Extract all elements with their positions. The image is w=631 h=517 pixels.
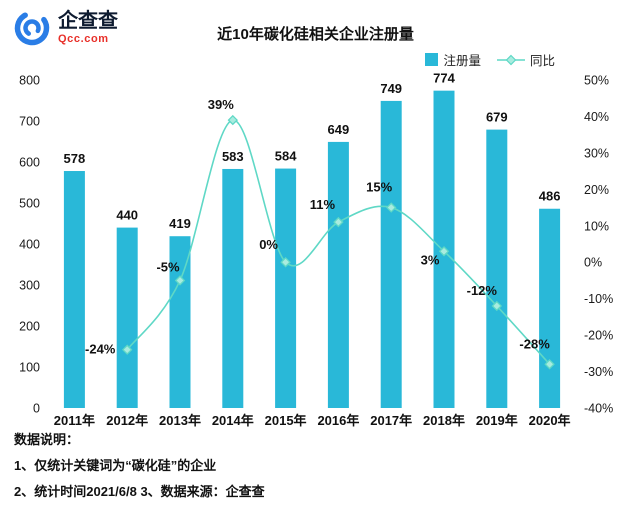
qcc-logo-icon — [14, 10, 50, 46]
brand-domain: Qcc.com — [58, 32, 109, 45]
svg-text:0: 0 — [33, 402, 40, 416]
svg-text:2015年: 2015年 — [265, 413, 307, 428]
brand-text: 企查查 Qcc.com — [58, 9, 118, 46]
svg-text:15%: 15% — [366, 180, 392, 195]
svg-text:500: 500 — [19, 197, 40, 211]
brand-name: 企查查 — [58, 9, 118, 32]
svg-text:2020年: 2020年 — [529, 413, 571, 428]
svg-text:-24%: -24% — [85, 342, 116, 357]
svg-text:39%: 39% — [208, 97, 234, 112]
svg-text:800: 800 — [19, 74, 40, 88]
svg-text:400: 400 — [19, 238, 40, 252]
svg-text:-30%: -30% — [584, 365, 613, 379]
svg-text:0%: 0% — [259, 237, 278, 252]
svg-text:-12%: -12% — [467, 283, 498, 298]
svg-text:649: 649 — [328, 122, 350, 137]
svg-text:-10%: -10% — [584, 292, 613, 306]
svg-text:578: 578 — [64, 151, 86, 166]
chart-legend: 注册量 同比 — [425, 50, 555, 69]
svg-text:50%: 50% — [584, 74, 609, 88]
legend-item-yoy: 同比 — [496, 50, 555, 69]
svg-text:2017年: 2017年 — [370, 413, 412, 428]
svg-text:-28%: -28% — [519, 336, 550, 351]
svg-text:2014年: 2014年 — [212, 413, 254, 428]
legend-label-yoy: 同比 — [529, 54, 555, 68]
svg-text:2016年: 2016年 — [317, 413, 359, 428]
svg-text:440: 440 — [116, 208, 138, 223]
svg-text:679: 679 — [486, 110, 508, 125]
chart-title: 近10年碳化硅相关企业注册量 — [217, 26, 414, 43]
line-swatch-icon — [496, 54, 525, 65]
svg-text:583: 583 — [222, 149, 244, 164]
legend-item-registrations: 注册量 — [425, 50, 481, 69]
data-notes: 数据说明： 1、仅统计关键词为“碳化硅”的企业 2、统计时间2021/6/8 3… — [14, 432, 265, 510]
svg-text:-40%: -40% — [584, 402, 613, 416]
svg-text:600: 600 — [19, 156, 40, 170]
svg-text:10%: 10% — [584, 219, 609, 233]
svg-text:700: 700 — [19, 115, 40, 129]
svg-text:200: 200 — [19, 320, 40, 334]
svg-text:2012年: 2012年 — [106, 413, 148, 428]
svg-text:-5%: -5% — [156, 259, 180, 274]
svg-text:30%: 30% — [584, 146, 609, 160]
data-note-1: 1、仅统计关键词为“碳化硅”的企业 — [14, 458, 217, 473]
legend-label-registrations: 注册量 — [443, 54, 481, 68]
svg-text:2013年: 2013年 — [159, 413, 201, 428]
svg-text:0%: 0% — [584, 256, 602, 270]
svg-text:3%: 3% — [421, 252, 440, 267]
svg-text:774: 774 — [433, 71, 455, 86]
svg-text:40%: 40% — [584, 110, 609, 124]
svg-text:11%: 11% — [310, 197, 336, 212]
bar-swatch-icon — [425, 53, 439, 66]
svg-text:584: 584 — [275, 149, 297, 164]
svg-text:2018年: 2018年 — [423, 413, 465, 428]
svg-text:2011年: 2011年 — [54, 413, 95, 428]
svg-text:300: 300 — [19, 279, 40, 293]
svg-text:419: 419 — [169, 216, 191, 231]
data-note-2: 2、统计时间2021/6/8 3、数据来源：企查查 — [14, 484, 265, 499]
svg-text:20%: 20% — [584, 183, 609, 197]
data-notes-heading: 数据说明： — [14, 432, 80, 447]
svg-text:486: 486 — [539, 189, 561, 204]
svg-text:-20%: -20% — [584, 329, 613, 343]
qcc-logo: 企查查 Qcc.com — [13, 9, 118, 47]
svg-text:100: 100 — [19, 361, 40, 375]
svg-text:749: 749 — [380, 81, 402, 96]
svg-text:2019年: 2019年 — [476, 413, 518, 428]
